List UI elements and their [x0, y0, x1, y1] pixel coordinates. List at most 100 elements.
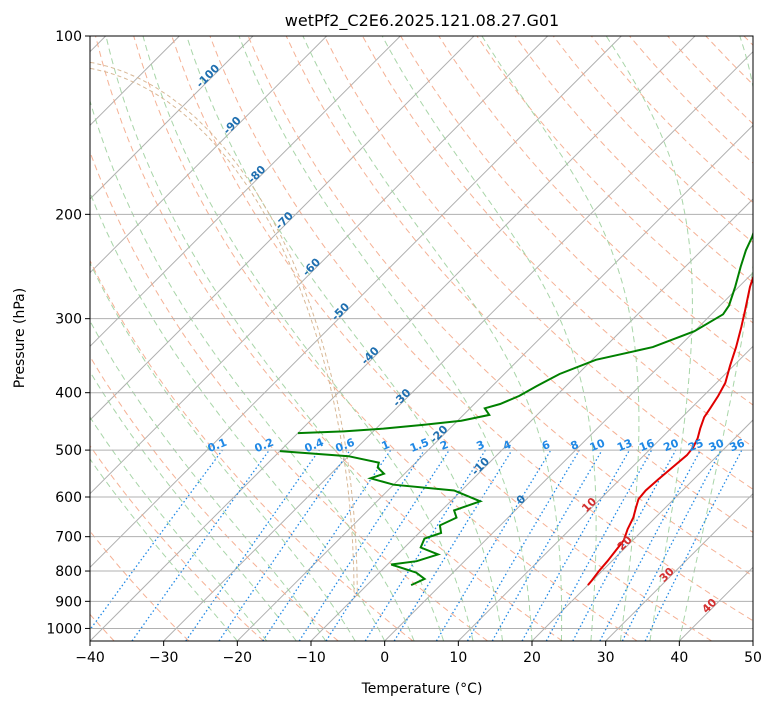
x-axis-label: Temperature (°C) — [361, 681, 483, 697]
isotherm-line — [90, 36, 254, 200]
mixing-ratio-line — [572, 449, 677, 641]
x-tick-label: −40 — [75, 650, 105, 666]
dry-adiabat-line — [323, 36, 753, 490]
moist-adiabat-line — [90, 320, 327, 641]
dry-adiabat-line — [171, 36, 712, 641]
dry-adiabat-line — [705, 36, 753, 86]
mixing-ratio-line — [644, 449, 743, 641]
y-tick-label: 600 — [55, 490, 82, 506]
dry-adiabat-line — [90, 259, 414, 641]
isotherm-label: -30 — [390, 386, 413, 409]
mixing-ratio-line — [364, 449, 486, 641]
moist-adiabat-line — [90, 458, 238, 641]
isotherm-line — [457, 345, 753, 641]
mixing-ratio-line — [325, 449, 450, 641]
dry-adiabat-line — [552, 36, 753, 244]
decorative-arc-line — [90, 61, 358, 597]
mixing-ratio-label: 0.6 — [334, 436, 357, 455]
dry-adiabat-line — [95, 36, 563, 641]
moist-adiabat-line — [90, 99, 415, 641]
mixing-ratio-label: 2 — [438, 438, 450, 453]
x-tick-label: 0 — [380, 650, 389, 666]
dry-adiabat-line — [590, 36, 753, 204]
pressure-grid — [90, 36, 753, 629]
y-tick-label: 100 — [55, 29, 82, 45]
moist-adiabat-line — [605, 36, 693, 641]
isotherm-label: -10 — [469, 455, 492, 478]
mixing-ratio-line — [262, 449, 392, 641]
x-tick-label: 40 — [670, 650, 688, 666]
mixing-ratio-label: 3 — [474, 438, 486, 453]
dry-adiabat-line — [209, 36, 753, 622]
isotherm-line — [678, 566, 753, 641]
mixing-ratio-label: 6 — [540, 438, 552, 453]
mixing-ratio-line — [466, 449, 580, 641]
mixing-ratio-label: 1.5 — [408, 436, 431, 455]
mixing-ratio-label: 8 — [569, 438, 581, 453]
isotherm-label: -70 — [273, 209, 296, 232]
mixing-ratio-label: 20 — [662, 436, 681, 454]
isotherm-line — [90, 36, 622, 569]
mixing-ratio-line — [393, 449, 513, 641]
moist-adiabat-line — [142, 36, 474, 641]
mixing-ratio-label: 1 — [380, 438, 392, 453]
isotherm-line — [90, 36, 696, 641]
isotherm-label: -100 — [194, 62, 223, 91]
theta-e-label: 40 — [699, 596, 719, 616]
isotherm-line — [163, 50, 753, 641]
mixing-ratio-label: 13 — [615, 437, 634, 455]
dry-adiabat-line — [133, 36, 638, 641]
isotherm-line — [236, 124, 753, 641]
y-tick-label: 200 — [55, 207, 82, 223]
dry-adiabat-line — [90, 150, 488, 641]
x-tick-label: 30 — [597, 650, 615, 666]
background-lines — [90, 36, 753, 641]
y-tick-label: 300 — [55, 312, 82, 328]
moist-adiabat-line — [238, 36, 533, 641]
dry-adiabat-line — [247, 36, 753, 577]
isotherm-line — [90, 36, 549, 495]
y-tick-label: 700 — [55, 530, 82, 546]
moist-adiabat-line — [186, 36, 503, 641]
isotherm-label: -40 — [359, 344, 382, 367]
decorative-arc-line — [90, 67, 355, 597]
mixing-ratio-line — [545, 449, 653, 641]
isotherm-label: -50 — [329, 300, 352, 323]
mixing-ratio-label: 10 — [588, 436, 607, 454]
isotherm-line — [310, 198, 753, 641]
series-layer — [279, 230, 753, 587]
x-tick-label: 10 — [449, 650, 467, 666]
dry-adiabat-line — [90, 355, 339, 641]
mixing-ratio-label: 0.1 — [206, 436, 229, 455]
moist-adiabat-line — [90, 191, 386, 641]
y-tick-label: 800 — [55, 564, 82, 580]
x-tick-label: −10 — [296, 650, 326, 666]
mixing-ratio-line — [131, 449, 270, 641]
y-tick-label: 400 — [55, 386, 82, 402]
mixing-ratio-line — [521, 449, 631, 641]
dewpoint-series-line — [279, 230, 753, 587]
moist-adiabat-line — [381, 36, 597, 641]
isotherm-line — [90, 36, 475, 421]
y-axis: 100 200 300 400 500 600 700 800 900 1000 — [46, 29, 90, 637]
dry-adiabat-line — [285, 36, 753, 534]
y-tick-label: 1000 — [46, 621, 82, 637]
mixing-ratio-line — [218, 449, 351, 641]
mixing-ratio-line — [185, 449, 320, 641]
mixing-ratio-label: 16 — [637, 436, 656, 454]
mixing-ratio-label: 36 — [728, 436, 747, 454]
dry-adiabat-line — [667, 36, 753, 125]
isotherm-line — [605, 492, 753, 641]
isotherm-line — [384, 271, 753, 641]
theta-e-label: 30 — [657, 565, 677, 585]
mixing-ratio-label: 0.2 — [253, 436, 276, 455]
y-tick-label: 500 — [55, 443, 82, 459]
x-axis: −40 −30 −20 −10 0 10 20 30 40 50 — [75, 641, 762, 666]
mixing-ratio-label: 0.4 — [303, 436, 326, 455]
y-tick-label: 900 — [55, 594, 82, 610]
y-axis-label: Pressure (hPa) — [12, 288, 28, 388]
dry-adiabat-line — [438, 36, 753, 365]
dry-adiabat-line — [743, 36, 753, 46]
isotherm-label: -90 — [221, 114, 244, 137]
